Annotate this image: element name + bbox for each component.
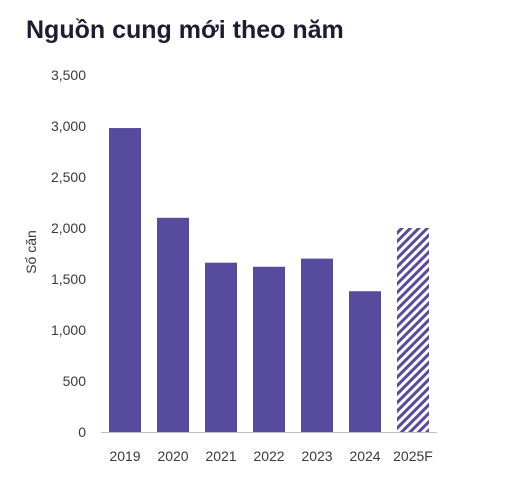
y-axis: 0 500 1,000 1,500 2,000 2,500 3,000 3,500: [51, 67, 86, 440]
x-tick-label: 2024: [349, 448, 380, 464]
y-tick-label: 0: [78, 424, 86, 440]
x-tick-label: 2019: [109, 448, 140, 464]
y-tick-label: 2,500: [51, 169, 86, 185]
bar-2021: [205, 262, 237, 432]
y-tick-label: 3,500: [51, 67, 86, 83]
x-tick-label: 2025F: [393, 448, 433, 464]
x-tick-label: 2022: [253, 448, 284, 464]
y-tick-label: 1,500: [51, 271, 86, 287]
y-axis-label: Số căn: [23, 230, 39, 274]
bar-2025F: [397, 228, 429, 432]
y-tick-label: 500: [63, 373, 87, 389]
bar-2020: [157, 217, 189, 432]
bar-2024: [349, 291, 381, 432]
y-tick-label: 1,000: [51, 322, 86, 338]
x-axis: 2019 2020 2021 2022 2023 2024 2025F: [101, 432, 437, 464]
x-tick-label: 2021: [205, 448, 236, 464]
chart-title: Nguồn cung mới theo năm: [26, 16, 344, 44]
bars: [109, 128, 429, 433]
x-tick-label: 2020: [157, 448, 188, 464]
bar-2022: [253, 266, 285, 432]
bar-2023: [301, 258, 333, 432]
x-tick-label: 2023: [301, 448, 332, 464]
y-tick-label: 2,000: [51, 220, 86, 236]
bar-2019: [109, 128, 141, 433]
y-tick-label: 3,000: [51, 118, 86, 134]
